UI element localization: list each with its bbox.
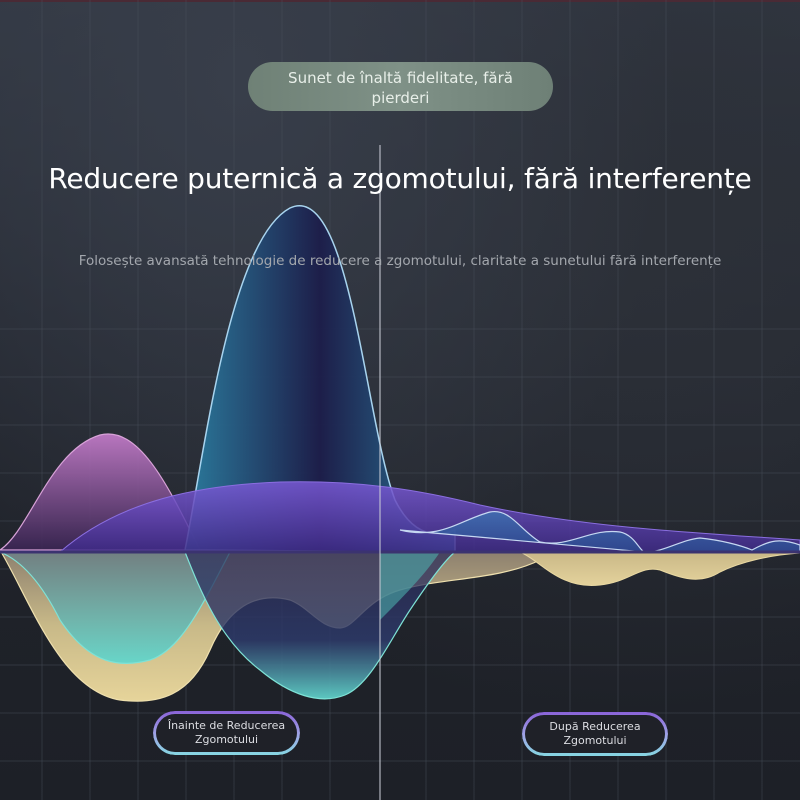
page-title: Reducere puternică a zgomotului, fără in… bbox=[48, 162, 752, 195]
cyan-wave-left bbox=[0, 551, 231, 665]
blue-small-waves bbox=[399, 510, 800, 553]
feature-pill-text: Sunet de înaltă fidelitate, fără pierder… bbox=[288, 68, 513, 107]
after-label-text: După Reducerea Zgomotului bbox=[549, 720, 641, 747]
after-label-badge: După Reducerea Zgomotului bbox=[522, 712, 668, 756]
feature-pill: Sunet de înaltă fidelitate, fără pierder… bbox=[248, 62, 553, 111]
before-label-badge: Înainte de Reducerea Zgomotului bbox=[153, 711, 300, 755]
before-label-text: Înainte de Reducerea Zgomotului bbox=[167, 719, 286, 746]
cyan-diagonal bbox=[380, 552, 440, 620]
cream-wave-right bbox=[519, 551, 800, 587]
page-subtitle: Folosește avansată tehnologie de reducer… bbox=[78, 253, 722, 269]
top-edge-line bbox=[0, 0, 800, 2]
